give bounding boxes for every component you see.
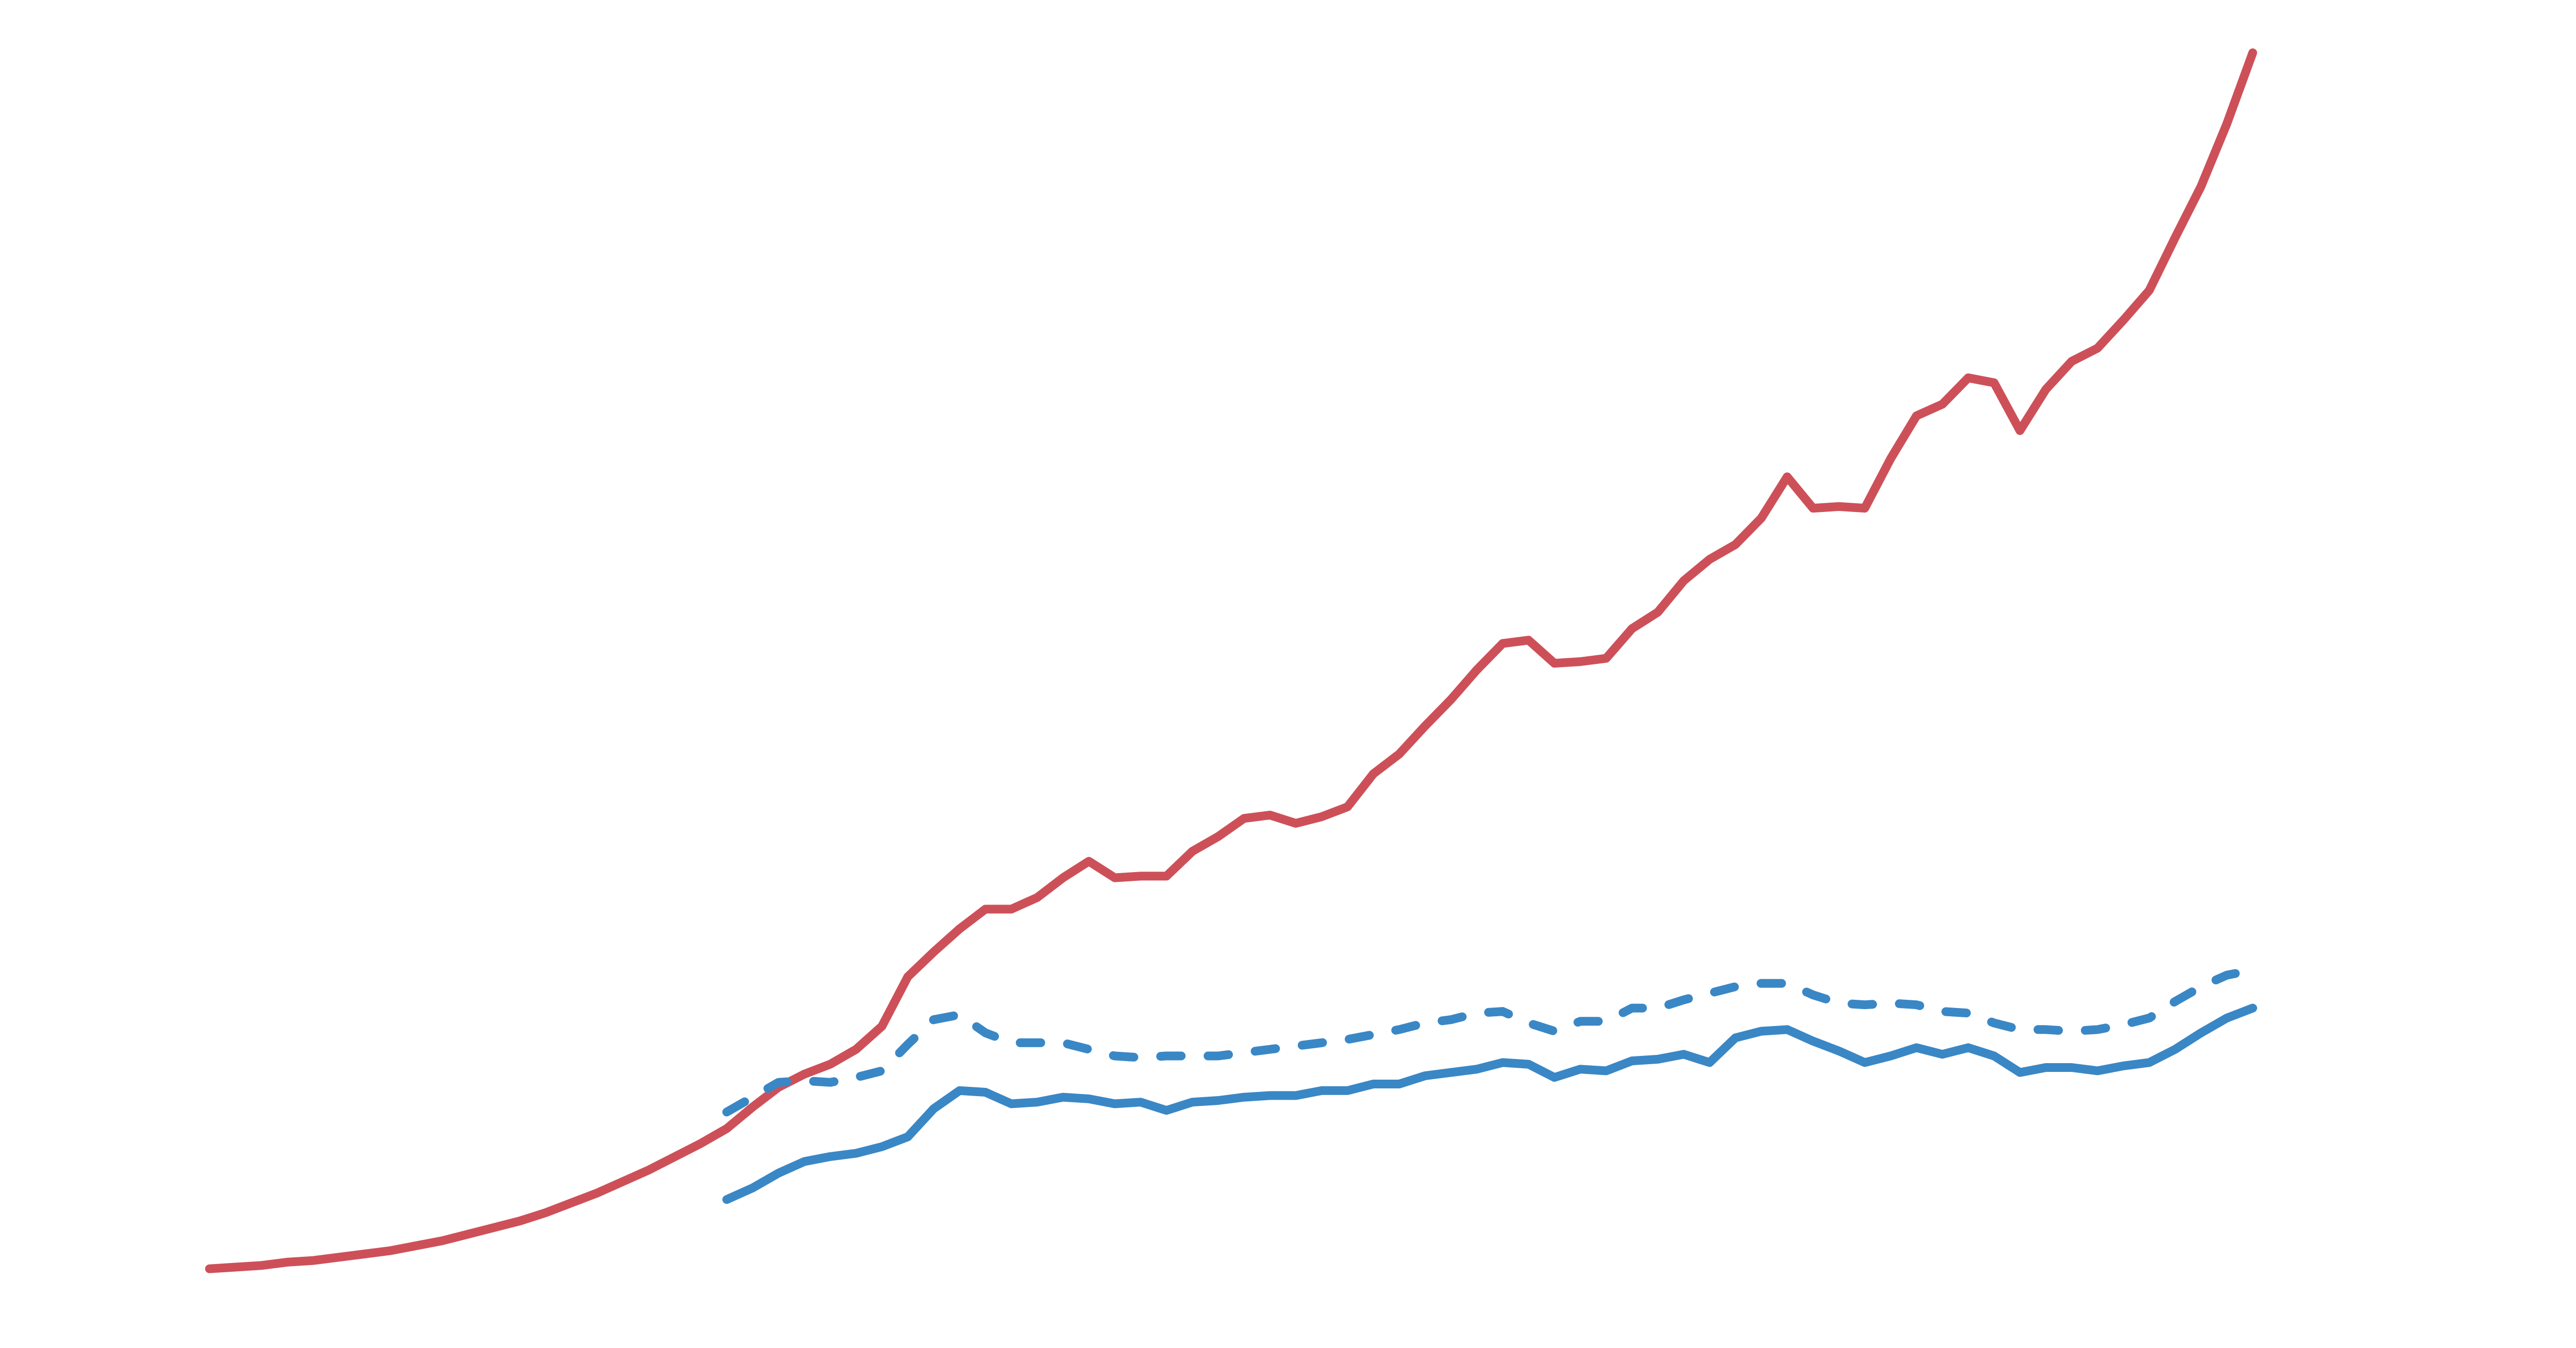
line-series <box>722 966 2257 1117</box>
line-series <box>722 1003 2257 1204</box>
line-series <box>205 48 2257 1273</box>
